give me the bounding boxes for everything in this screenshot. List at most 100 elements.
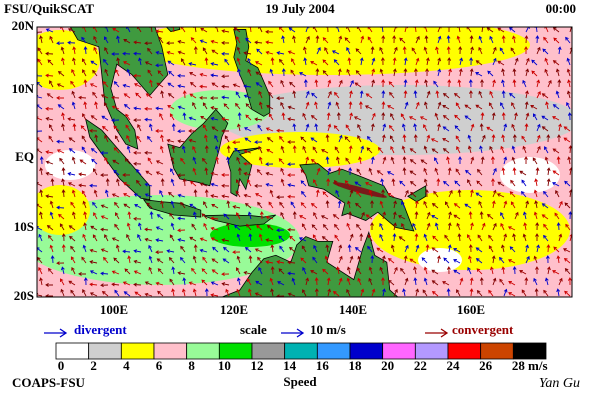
wind-arrow <box>133 161 142 166</box>
wind-arrow <box>258 145 263 154</box>
wind-arrow <box>122 173 131 177</box>
wind-arrow <box>61 167 66 176</box>
wind-arrow <box>335 101 340 110</box>
wind-arrow <box>149 79 153 88</box>
lat-label: 10S <box>14 219 34 234</box>
wind-arrow <box>524 156 528 165</box>
wind-arrow <box>170 222 175 231</box>
wind-arrow <box>402 156 407 165</box>
wind-arrow <box>225 288 230 297</box>
wind-arrow <box>182 90 187 99</box>
wind-arrow <box>265 162 274 167</box>
wind-arrow <box>90 148 98 154</box>
wind-arrow <box>423 266 428 275</box>
wind-arrow <box>221 29 230 34</box>
wind-arrow <box>500 145 505 154</box>
wind-arrow <box>188 116 197 121</box>
wind-arrow <box>349 112 353 121</box>
wind-arrow <box>290 69 296 77</box>
wind-arrow <box>404 101 409 110</box>
wind-arrow <box>144 61 153 66</box>
wind-arrow <box>533 277 538 286</box>
wind-arrow <box>303 57 308 66</box>
wind-arrow <box>423 233 428 242</box>
wind-arrow <box>464 104 472 110</box>
wind-arrow <box>179 256 186 264</box>
wind-arrow <box>305 35 310 44</box>
wind-arrow <box>491 255 496 264</box>
wind-arrow <box>349 79 354 88</box>
wind-arrow <box>279 201 285 209</box>
wind-arrow <box>448 68 452 77</box>
wind-arrow <box>314 79 319 88</box>
wind-arrow <box>525 68 530 77</box>
wind-arrow <box>182 112 187 121</box>
wind-arrow <box>279 135 285 143</box>
wind-arrow <box>133 73 142 78</box>
wind-arrow <box>191 267 197 275</box>
colorbar-tick-label: 24 <box>447 358 461 373</box>
colorbar-box <box>251 342 286 360</box>
wind-arrow <box>156 214 164 220</box>
wind-arrow <box>389 135 395 143</box>
wind-arrow <box>210 226 219 231</box>
wind-arrow <box>137 233 142 242</box>
wind-arrow <box>155 29 164 34</box>
wind-arrow <box>199 237 208 242</box>
wind-arrow <box>409 170 417 176</box>
wind-arrow <box>259 211 264 220</box>
wind-arrow <box>364 105 373 110</box>
wind-arrow <box>413 266 417 275</box>
wind-arrow <box>379 233 384 242</box>
wind-arrow <box>168 257 175 264</box>
wind-arrow <box>255 193 263 198</box>
wind-arrow <box>67 182 76 187</box>
wind-arrow <box>104 189 109 198</box>
wind-arrow <box>122 281 131 286</box>
wind-arrow <box>111 193 120 198</box>
wind-arrow <box>371 68 376 77</box>
wind-arrow <box>115 244 120 253</box>
wind-arrow <box>193 46 198 55</box>
wind-arrow <box>512 266 517 275</box>
wind-arrow <box>567 156 572 165</box>
wind-arrow <box>224 135 230 143</box>
colorbar-box <box>414 342 449 360</box>
wind-arrow <box>557 134 561 143</box>
wind-arrow <box>200 27 208 33</box>
wind-arrow <box>144 193 153 198</box>
wind-arrow <box>301 245 307 253</box>
wind-arrow <box>492 189 497 198</box>
wind-arrow <box>236 179 241 187</box>
wind-arrow <box>314 101 318 110</box>
colorbar-box <box>382 342 416 360</box>
wind-arrow <box>475 258 483 264</box>
wind-arrow <box>380 178 385 187</box>
colorbar-box <box>284 342 318 360</box>
colorbar-tick-label: 22 <box>414 358 427 373</box>
wind-arrow <box>256 169 263 176</box>
wind-arrow <box>357 277 362 286</box>
wind-arrow <box>279 245 285 253</box>
wind-arrow <box>345 157 351 165</box>
wind-arrow <box>277 281 285 286</box>
wind-arrow <box>479 145 483 154</box>
wind-arrow <box>442 281 450 286</box>
wind-arrow <box>414 79 419 88</box>
wind-arrow <box>78 95 87 100</box>
wind-arrow <box>177 238 186 242</box>
wind-arrow <box>289 81 296 88</box>
wind-arrow <box>100 283 109 288</box>
wind-arrow <box>237 68 241 77</box>
wind-arrow <box>160 178 165 187</box>
wind-arrow <box>543 36 549 44</box>
wind-arrow <box>315 68 320 77</box>
wind-arrow <box>221 282 230 286</box>
wind-arrow <box>37 47 43 55</box>
wind-arrow <box>415 57 420 66</box>
wind-arrow <box>525 200 530 209</box>
wind-arrow <box>437 57 442 66</box>
wind-arrow <box>415 244 420 253</box>
wind-arrow <box>182 178 187 187</box>
wind-arrow <box>171 123 176 132</box>
